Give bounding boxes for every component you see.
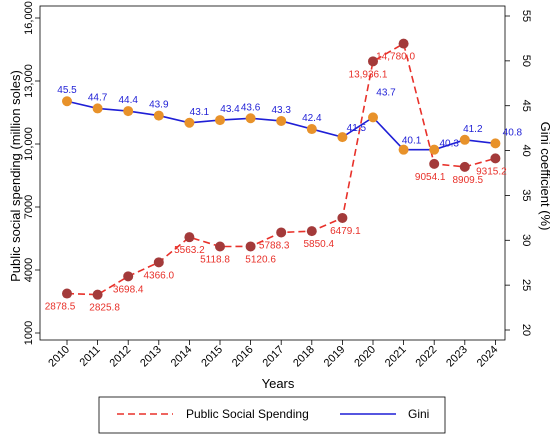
gini-data-label: 44.4	[118, 95, 138, 106]
spending-data-label: 5563.2	[174, 245, 205, 256]
left-axis-tick-label: 10,000	[23, 127, 35, 161]
spending-point	[184, 232, 195, 243]
spending-data-label: 6479.1	[330, 226, 361, 237]
gini-point	[92, 103, 103, 114]
gini-point	[245, 113, 256, 124]
spending-point	[490, 153, 501, 164]
spending-point	[245, 241, 256, 252]
gini-point	[184, 117, 195, 128]
spending-data-label: 4366.0	[144, 270, 175, 281]
spending-point	[337, 212, 348, 223]
gini-point	[215, 115, 225, 126]
right-axis-tick-label: 20	[520, 324, 532, 336]
gini-point	[153, 110, 164, 121]
spending-point	[276, 227, 287, 238]
right-axis-tick-label: 55	[520, 10, 532, 22]
x-axis-title: Years	[262, 376, 295, 391]
spending-data-label: 8909.5	[453, 175, 484, 186]
spending-data-label: 2825.8	[89, 303, 120, 314]
legend-label-gini: Gini	[408, 407, 429, 421]
spending-data-label: 9315.2	[476, 166, 507, 177]
right-axis-tick-label: 25	[520, 279, 532, 291]
legend-box	[98, 396, 446, 434]
spending-point	[398, 38, 409, 49]
spending-data-label: 5788.3	[259, 240, 290, 251]
gini-point	[490, 138, 501, 149]
spending-point	[306, 226, 317, 237]
gini-point	[459, 134, 470, 145]
gini-data-label: 41.5	[347, 123, 367, 134]
plot-frame	[39, 5, 506, 341]
gini-point	[337, 132, 348, 143]
left-axis-tick-label: 4000	[23, 258, 35, 282]
gini-data-label: 40.1	[402, 136, 422, 147]
gini-data-label: 45.5	[57, 85, 77, 96]
gini-data-label: 43.6	[241, 102, 261, 113]
gini-data-label: 43.3	[271, 105, 291, 116]
spending-data-label: 13,936.1	[349, 69, 388, 80]
gini-point	[398, 144, 409, 155]
gini-data-label: 44.7	[88, 92, 108, 103]
right-axis-tick-label: 40	[520, 144, 532, 156]
gini-point	[429, 144, 440, 155]
gini-data-label: 43.1	[190, 107, 210, 118]
left-axis-tick-label: 1000	[23, 321, 35, 345]
spending-data-label: 5120.6	[245, 254, 276, 265]
left-axis-tick-label: 16,000	[23, 1, 35, 35]
right-axis-title: Gini coefficient (%)	[538, 122, 550, 231]
left-axis-title: Public social spending (million soles)	[8, 70, 23, 282]
gini-point	[306, 124, 317, 135]
spending-data-label: 2878.5	[45, 302, 76, 313]
gini-data-label: 40.8	[503, 127, 523, 138]
spending-data-label: 3698.4	[113, 284, 144, 295]
spending-data-label: 5850.4	[304, 239, 335, 250]
gini-data-label: 41.2	[463, 124, 483, 135]
gini-data-label: 43.9	[149, 100, 169, 111]
right-axis-tick-label: 35	[520, 189, 532, 201]
spending-point	[153, 257, 164, 268]
spending-point	[92, 289, 103, 300]
gini-point	[123, 106, 134, 117]
right-axis-tick-label: 45	[520, 100, 532, 112]
spending-point	[429, 158, 440, 169]
gini-data-label: 43.4	[220, 104, 240, 115]
right-axis-tick-label: 30	[520, 234, 532, 246]
legend: Public Social Spending Gini	[98, 396, 446, 434]
left-axis-tick-label: 7000	[23, 195, 35, 219]
gini-point	[276, 115, 287, 126]
left-axis-tick-label: 13,000	[23, 64, 35, 98]
legend-label-spending: Public Social Spending	[186, 407, 309, 421]
spending-point	[368, 56, 378, 67]
gini-point	[368, 112, 378, 123]
gini-data-label: 43.7	[376, 87, 396, 98]
gini-point	[62, 96, 72, 107]
spending-point	[215, 241, 225, 252]
spending-point	[62, 288, 72, 299]
spending-point	[459, 161, 470, 172]
spending-data-label: 5118.8	[200, 255, 230, 266]
spending-data-label: 9054.1	[415, 172, 446, 183]
spending-data-label: 14,780.0	[376, 52, 415, 63]
gini-data-label: 40.3	[439, 139, 459, 150]
spending-point	[123, 271, 134, 282]
right-axis-tick-label: 50	[520, 55, 532, 67]
gini-data-label: 42.4	[302, 113, 322, 124]
